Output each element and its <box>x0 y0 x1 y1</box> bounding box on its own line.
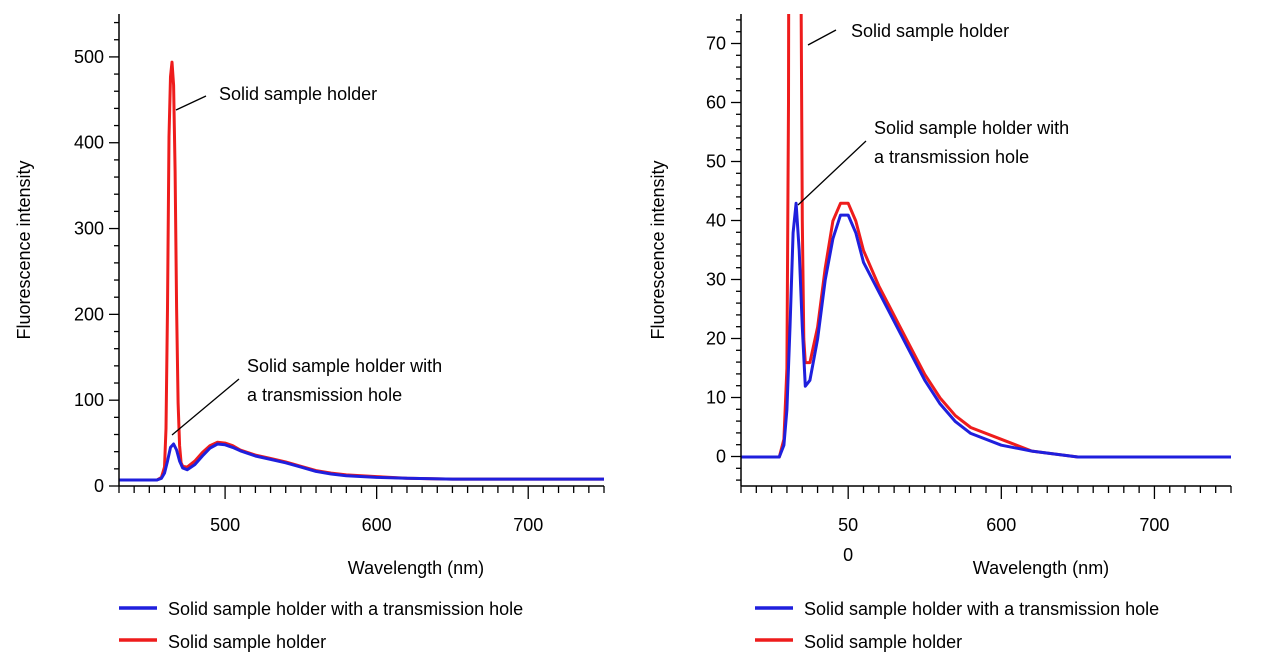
legend-label-transmission-hole: Solid sample holder with a transmission … <box>168 599 523 619</box>
x-tick-label: 600 <box>986 515 1016 535</box>
plot-area-left <box>119 60 604 482</box>
x-tick-label: 700 <box>1139 515 1169 535</box>
y-tick-label: 200 <box>74 304 104 324</box>
series-solid-holder-line <box>741 14 1231 459</box>
y-tick-label: 60 <box>706 93 726 113</box>
y-tick-label: 30 <box>706 270 726 290</box>
series-transmission-hole-line <box>741 201 1231 459</box>
series-solid-holder-line <box>119 60 604 482</box>
annotation-transmission-hole-line1: Solid sample holder with <box>247 356 442 376</box>
x-axis-label: Wavelength (nm) <box>973 558 1109 578</box>
y-tick-label: 300 <box>74 219 104 239</box>
annotation-transmission-hole-line1: Solid sample holder with <box>874 118 1069 138</box>
legend-right: Solid sample holder with a transmission … <box>755 599 1159 652</box>
y-tick-label: 0 <box>94 476 104 496</box>
y-tick-label: 40 <box>706 211 726 231</box>
annotation-solid-holder-text: Solid sample holder <box>851 21 1009 41</box>
annotation-transmission-hole: Solid sample holder with a transmission … <box>797 118 1069 206</box>
y-tick-label: 70 <box>706 34 726 54</box>
y-ticks-left: 0 100 200 300 400 500 <box>74 21 119 496</box>
x-tick-label: 0 <box>843 545 853 565</box>
annotation-transmission-hole: Solid sample holder with a transmission … <box>171 356 442 436</box>
y-tick-label: 100 <box>74 390 104 410</box>
y-tick-label: 400 <box>74 133 104 153</box>
y-ticks-right: 0 10 20 30 40 50 60 70 <box>706 19 741 481</box>
y-tick-label: 20 <box>706 329 726 349</box>
annotation-transmission-hole-line2: a transmission hole <box>874 147 1029 167</box>
annotation-solid-holder: Solid sample holder <box>807 21 1009 46</box>
y-axis-label: Fluorescence intensity <box>14 160 34 339</box>
chart-left: 0 100 200 300 400 500 500 600 700 Fluorescence … <box>14 14 605 652</box>
y-tick-label: 50 <box>706 152 726 172</box>
legend-left: Solid sample holder with a transmission … <box>119 599 523 652</box>
y-tick-label: 0 <box>716 447 726 467</box>
annotation-solid-holder: Solid sample holder <box>175 84 377 111</box>
y-tick-label: 500 <box>74 47 104 67</box>
x-ticks-left: 500 600 700 <box>118 486 605 535</box>
annotation-solid-holder-text: Solid sample holder <box>219 84 377 104</box>
x-tick-label: 600 <box>362 515 392 535</box>
x-tick-label: 50 <box>838 515 858 535</box>
x-tick-label: 700 <box>513 515 543 535</box>
y-axis-label: Fluorescence intensity <box>648 160 668 339</box>
y-tick-label: 10 <box>706 388 726 408</box>
legend-label-transmission-hole: Solid sample holder with a transmission … <box>804 599 1159 619</box>
legend-label-solid-holder: Solid sample holder <box>168 632 326 652</box>
plot-area-right <box>741 14 1231 459</box>
x-tick-label: 500 <box>210 515 240 535</box>
legend-label-solid-holder: Solid sample holder <box>804 632 962 652</box>
series-transmission-hole-line <box>119 442 604 482</box>
annotation-transmission-hole-line2: a transmission hole <box>247 385 402 405</box>
x-axis-label: Wavelength (nm) <box>348 558 484 578</box>
